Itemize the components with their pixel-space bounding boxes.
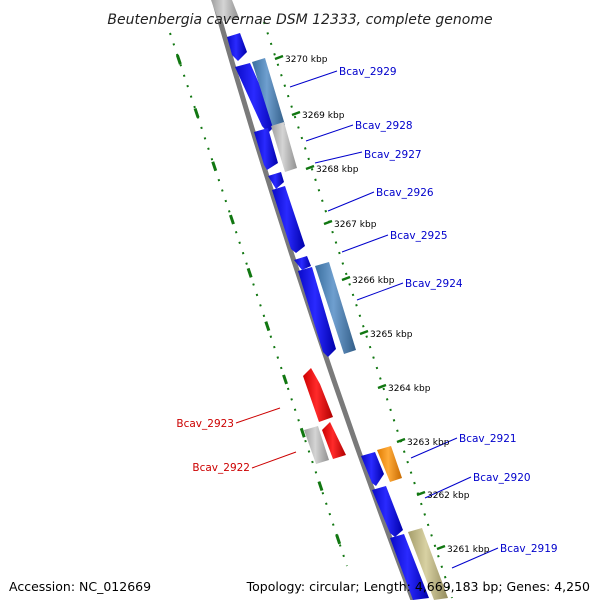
major-tick	[396, 437, 406, 444]
gene-feature	[315, 262, 356, 354]
accession-text: Accession: NC_012669	[9, 579, 152, 594]
tick-label: 3264 kbp	[388, 384, 431, 394]
gene-feature	[408, 528, 448, 600]
tick-label: 3269 kbp	[302, 111, 345, 121]
major-tick	[299, 427, 306, 438]
gene-label-bcav-2926[interactable]: Bcav_2926	[376, 187, 434, 199]
reverse-strand-genes	[303, 368, 346, 464]
gene-label-bcav-2923[interactable]: Bcav_2923	[176, 418, 234, 430]
gene-label-bcav-2919[interactable]: Bcav_2919	[500, 543, 558, 555]
major-tick	[305, 164, 315, 171]
tick-label: 3268 kbp	[316, 165, 359, 175]
major-tick	[282, 374, 288, 385]
major-tick	[175, 54, 182, 65]
major-tick	[291, 110, 301, 117]
major-tick	[264, 321, 271, 332]
leader-line	[289, 70, 338, 88]
gene-feature	[390, 534, 429, 600]
gene-feature	[298, 267, 336, 357]
tick-label: 3266 kbp	[352, 276, 395, 286]
gene-label-bcav-2929[interactable]: Bcav_2929	[339, 66, 397, 78]
gene-feature	[235, 63, 277, 133]
tick-label: 3270 kbp	[285, 55, 328, 65]
leader-line	[424, 476, 472, 499]
major-tick	[193, 107, 200, 118]
gene-feature	[227, 33, 247, 61]
gene-feature	[303, 368, 333, 422]
major-tick	[359, 329, 369, 336]
gene-feature	[252, 58, 285, 128]
reverse-gene-labels: Bcav_2923 Bcav_2922	[176, 418, 250, 474]
topology-text: Topology: circular; Length: 4,669,183 bp…	[246, 579, 590, 594]
major-tick	[416, 490, 426, 497]
leader-lines	[235, 70, 499, 569]
tick-label: 3265 kbp	[370, 330, 413, 340]
gene-feature	[304, 426, 329, 464]
gene-feature	[322, 422, 346, 459]
major-tick	[211, 161, 218, 172]
leader-line	[314, 151, 363, 164]
major-tick	[317, 481, 324, 492]
tick-label: 3261 kbp	[447, 545, 490, 555]
gene-label-bcav-2924[interactable]: Bcav_2924	[405, 278, 463, 290]
tick-label: 3262 kbp	[427, 491, 470, 501]
map-title: Beutenbergia cavernae DSM 12333, complet…	[107, 12, 492, 28]
tick-label: 3263 kbp	[407, 438, 450, 448]
major-tick	[377, 383, 387, 390]
gene-label-bcav-2928[interactable]: Bcav_2928	[355, 120, 413, 132]
gene-label-bcav-2920[interactable]: Bcav_2920	[473, 472, 531, 484]
genome-backbone	[211, 0, 416, 600]
gene-feature	[271, 122, 297, 172]
tick-label: 3267 kbp	[334, 220, 377, 230]
major-tick	[246, 267, 253, 278]
major-tick	[341, 275, 351, 282]
major-tick	[274, 54, 284, 61]
major-tick	[229, 214, 235, 225]
gene-feature	[294, 256, 311, 270]
gene-label-bcav-2927[interactable]: Bcav_2927	[364, 149, 422, 161]
tick-marks	[175, 54, 446, 551]
major-tick	[436, 544, 446, 551]
gene-feature	[268, 172, 284, 189]
gene-feature	[377, 446, 402, 482]
gene-label-bcav-2922[interactable]: Bcav_2922	[192, 462, 250, 474]
gene-feature	[272, 186, 305, 253]
leader-line	[341, 234, 389, 253]
forward-strand-genes	[211, 0, 448, 600]
kbp-tick-labels: 3270 kbp 3269 kbp 3268 kbp 3267 kbp 3266…	[285, 55, 490, 555]
major-tick	[335, 534, 342, 545]
leader-line	[305, 124, 354, 142]
gene-feature	[211, 0, 239, 22]
leader-line	[327, 191, 375, 212]
inner-tick-track	[263, 21, 453, 599]
forward-gene-labels: Bcav_2929 Bcav_2928 Bcav_2927 Bcav_2926 …	[339, 66, 558, 555]
leader-line	[251, 451, 297, 469]
gene-label-bcav-2925[interactable]: Bcav_2925	[390, 230, 448, 242]
gene-feature	[361, 452, 384, 486]
leader-line	[451, 547, 499, 569]
leader-line	[410, 437, 458, 459]
leader-line	[356, 282, 404, 301]
leader-line	[235, 407, 281, 424]
major-tick	[323, 219, 333, 226]
gene-feature	[372, 486, 403, 537]
gene-feature	[254, 128, 278, 170]
gene-label-bcav-2921[interactable]: Bcav_2921	[459, 433, 517, 445]
